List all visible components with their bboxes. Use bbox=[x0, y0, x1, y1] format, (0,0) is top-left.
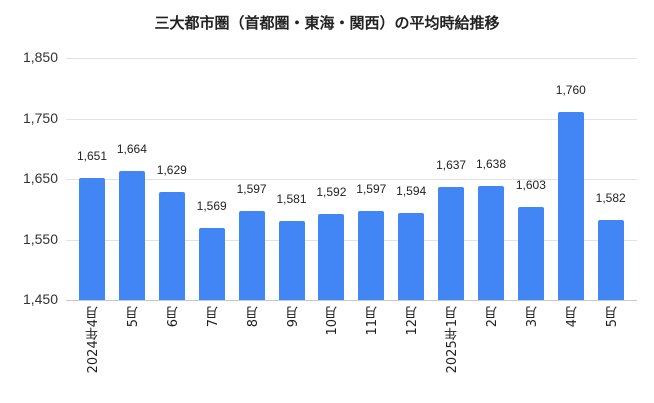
bar[interactable] bbox=[79, 178, 105, 300]
bar[interactable] bbox=[517, 207, 544, 300]
x-tick-label: 12月 bbox=[405, 306, 421, 336]
bar[interactable] bbox=[118, 170, 145, 300]
gridline bbox=[66, 119, 637, 120]
bar-value-label: 1,569 bbox=[196, 199, 227, 213]
y-tick-label: 1,450 bbox=[22, 291, 58, 307]
x-tick-label: 3月 bbox=[524, 306, 540, 328]
bar-value-label: 1,582 bbox=[595, 191, 626, 206]
bar[interactable] bbox=[318, 214, 345, 300]
bar[interactable] bbox=[557, 112, 584, 300]
gridline bbox=[66, 58, 637, 59]
chart-title: 三大都市圏（首都圏・東海・関西）の平均時給推移 bbox=[154, 14, 500, 32]
gridline bbox=[66, 240, 637, 241]
gridline bbox=[66, 300, 637, 301]
bar-value-label: 1,592 bbox=[316, 185, 347, 200]
bar-value-label: 1,597 bbox=[356, 182, 387, 197]
bar-value-label: 1,629 bbox=[156, 162, 187, 177]
x-tick-label: 7月 bbox=[205, 306, 221, 328]
x-tick-label: 5月 bbox=[604, 306, 620, 328]
x-tick-label: 8月 bbox=[245, 306, 261, 328]
bar[interactable] bbox=[478, 186, 504, 300]
bar[interactable] bbox=[238, 211, 265, 300]
bar-value-label: 1,603 bbox=[515, 178, 546, 193]
y-tick-label: 1,550 bbox=[22, 231, 58, 247]
bar-value-label: 1,651 bbox=[76, 149, 108, 164]
bar[interactable] bbox=[398, 212, 425, 300]
x-tick-label: 11月 bbox=[365, 306, 381, 336]
x-tick-label: 10月 bbox=[325, 306, 341, 336]
y-tick-label: 1,750 bbox=[22, 110, 58, 126]
y-tick-label: 1,850 bbox=[22, 49, 58, 65]
bar-value-label: 1,664 bbox=[116, 141, 147, 156]
bar-value-label: 1,637 bbox=[436, 157, 467, 172]
x-tick-label: 6月 bbox=[165, 306, 181, 328]
gridline bbox=[66, 179, 637, 180]
x-tick-label: 4月 bbox=[564, 306, 580, 328]
x-tick-label: 9月 bbox=[285, 306, 301, 328]
y-tick-label: 1,650 bbox=[22, 170, 58, 186]
x-tick-label: 2月 bbox=[485, 306, 500, 328]
bar[interactable] bbox=[438, 186, 465, 300]
x-tick-label: 2024年4月 bbox=[86, 306, 101, 374]
bar[interactable] bbox=[198, 228, 225, 300]
bar-value-label: 1,597 bbox=[236, 182, 267, 197]
bar-value-label: 1,760 bbox=[555, 83, 586, 98]
bar[interactable] bbox=[278, 220, 305, 300]
bar-value-label: 1,638 bbox=[475, 157, 507, 172]
bar[interactable] bbox=[158, 191, 185, 300]
bar-value-label: 1,581 bbox=[276, 191, 307, 206]
x-tick-label: 5月 bbox=[125, 306, 141, 328]
bar-value-label: 1,594 bbox=[396, 183, 427, 198]
x-tick-label: 2025年1月 bbox=[445, 306, 461, 374]
bar[interactable] bbox=[597, 220, 624, 300]
bar[interactable] bbox=[358, 211, 385, 300]
